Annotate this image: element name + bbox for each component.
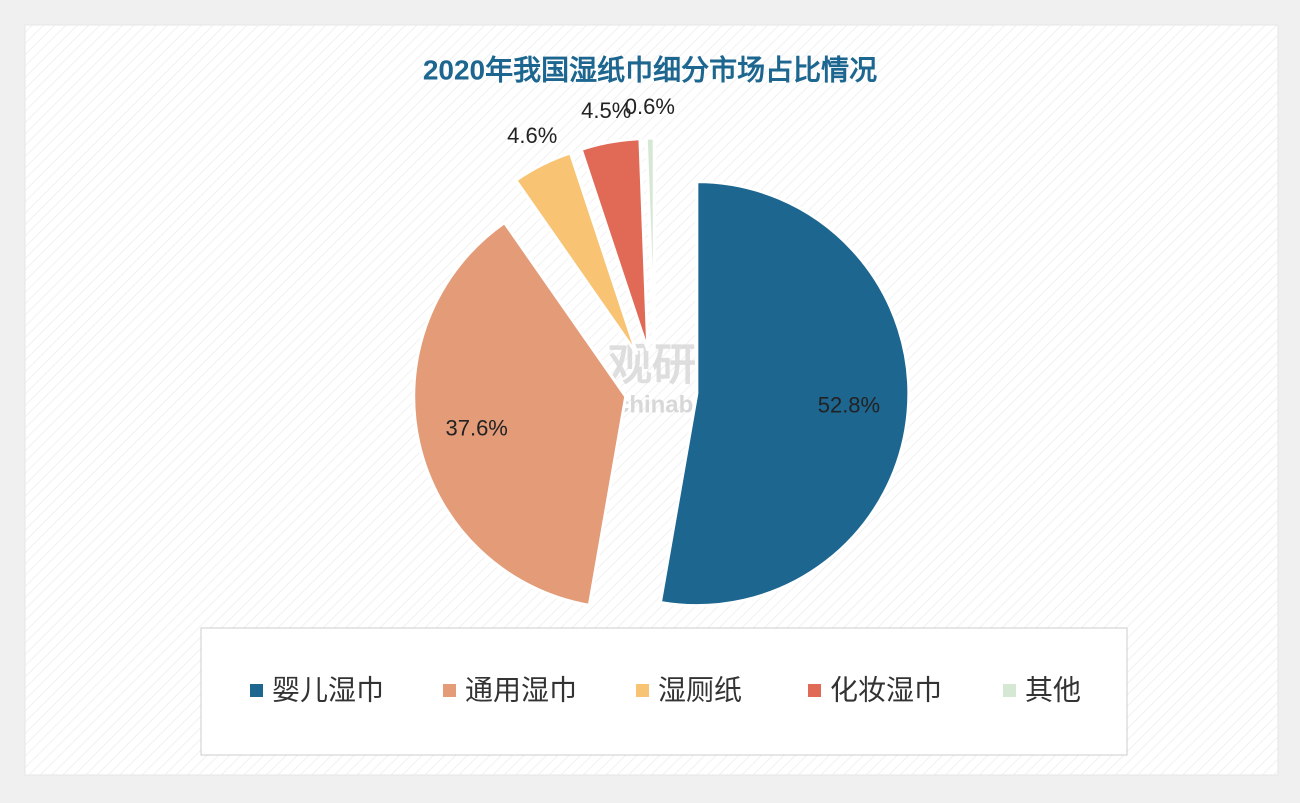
data-label: 37.6%	[445, 415, 507, 440]
data-label: 4.6%	[507, 123, 557, 148]
pie-slice	[579, 137, 650, 352]
legend-label: 化妆湿巾	[830, 674, 942, 705]
chart-title: 2020年我国湿纸巾细分市场占比情况	[423, 53, 877, 85]
legend-marker	[1003, 684, 1016, 697]
legend-marker	[808, 684, 821, 697]
legend-marker	[443, 684, 456, 697]
legend-marker	[250, 684, 263, 697]
data-label: 52.8%	[818, 393, 880, 418]
legend-box	[200, 627, 1128, 756]
pie-slice	[412, 220, 628, 608]
legend-label: 通用湿巾	[465, 674, 577, 705]
data-label: 0.6%	[625, 94, 675, 119]
pie-slice	[658, 180, 911, 608]
legend-label: 其他	[1025, 674, 1081, 705]
pie-slice	[644, 136, 656, 351]
legend-marker	[636, 684, 649, 697]
data-label: 4.5%	[581, 98, 631, 123]
pie-slice	[513, 151, 639, 356]
legend-label: 湿厕纸	[658, 674, 742, 705]
legend-label: 婴儿湿巾	[272, 674, 384, 705]
